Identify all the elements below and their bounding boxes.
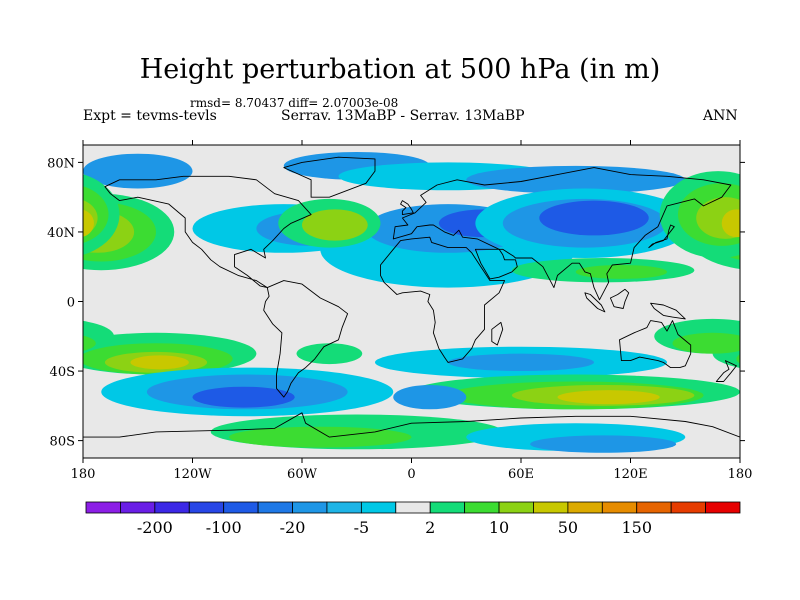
coastline-antarctica bbox=[83, 412, 740, 458]
field-band bbox=[393, 384, 467, 410]
field-band bbox=[539, 200, 649, 236]
field-band bbox=[0, 423, 28, 451]
colorbar-swatch bbox=[636, 501, 672, 514]
field-band bbox=[0, 258, 37, 282]
field-band bbox=[736, 354, 740, 364]
colorbar-swatch bbox=[85, 501, 121, 514]
field-band bbox=[229, 426, 412, 448]
colorbar-label: 2 bbox=[425, 518, 435, 537]
field-band bbox=[0, 199, 10, 248]
field-band bbox=[0, 381, 47, 409]
colorbar-label: 10 bbox=[489, 518, 509, 537]
field-band bbox=[740, 154, 800, 189]
stats-label: rmsd= 8.70437 diff= 2.07003e-08 bbox=[190, 96, 399, 110]
field-band bbox=[130, 355, 189, 370]
field-band bbox=[575, 264, 667, 279]
lon-tick-label: 0 bbox=[407, 467, 415, 482]
field-band bbox=[0, 435, 19, 452]
coastline-australia bbox=[619, 320, 692, 369]
lon-tick-label: 180 bbox=[71, 467, 96, 482]
colorbar-swatch bbox=[567, 501, 603, 514]
coastline-arabia bbox=[474, 248, 518, 280]
field-band bbox=[83, 320, 115, 352]
colorbar-swatch bbox=[223, 501, 259, 514]
field-band bbox=[787, 355, 800, 369]
field-band bbox=[466, 165, 686, 194]
coastlines bbox=[83, 156, 740, 458]
field-band bbox=[83, 209, 94, 237]
colorbar-swatch bbox=[601, 501, 638, 514]
colorbar-swatch bbox=[498, 501, 534, 514]
coastline-south-america bbox=[263, 280, 349, 398]
colorbar-swatch bbox=[705, 501, 741, 514]
coastline-new-guinea bbox=[650, 302, 686, 320]
height-field bbox=[0, 145, 800, 458]
coastline-britain bbox=[400, 200, 414, 216]
colorbar-swatch bbox=[360, 501, 397, 514]
colorbar-swatch bbox=[188, 501, 225, 514]
field-band bbox=[296, 343, 363, 365]
field-band bbox=[0, 166, 28, 194]
lon-tick-label: 180 bbox=[728, 467, 753, 482]
coastline-madagascar bbox=[491, 321, 504, 346]
colorbar-label: -200 bbox=[137, 518, 173, 537]
field-band bbox=[302, 209, 368, 241]
lon-tick-label: 120E bbox=[613, 467, 647, 482]
lon-tick-label: 60W bbox=[287, 467, 318, 482]
field-band bbox=[0, 265, 10, 279]
field-band bbox=[0, 347, 10, 378]
field-band bbox=[0, 188, 37, 258]
experiment-label: Expt = tevms-tevls bbox=[83, 108, 217, 124]
season-label: ANN bbox=[703, 108, 738, 124]
period-label: Serrav. 13MaBP - Serrav. 13MaBP bbox=[281, 108, 525, 124]
field-band bbox=[557, 390, 660, 405]
colorbar-swatch bbox=[395, 501, 431, 514]
field-band bbox=[83, 335, 96, 351]
colorbar-swatch bbox=[154, 501, 190, 514]
coastline-africa bbox=[380, 236, 506, 363]
map-axes: 180 120W 60W 0 60E 120E 180 80N 40N 0 40S 80S bbox=[47, 140, 752, 482]
field-band bbox=[758, 368, 800, 417]
colorbar-swatch bbox=[429, 501, 466, 514]
coastline-borneo bbox=[609, 288, 630, 309]
lon-tick-label: 120W bbox=[173, 467, 212, 482]
colorbar-label: -100 bbox=[206, 518, 242, 537]
coastline-north-america bbox=[104, 175, 312, 289]
field-band bbox=[721, 209, 740, 238]
colorbar-swatch bbox=[464, 501, 500, 514]
colorbar: -200 -100 -20 -5 2 10 50 150 bbox=[85, 501, 741, 537]
field-band bbox=[0, 390, 3, 404]
lon-tick-label: 60E bbox=[508, 467, 534, 482]
field-band bbox=[448, 353, 594, 372]
coastline-new-zealand bbox=[715, 360, 737, 382]
field-band bbox=[762, 352, 800, 373]
lat-tick-label: 80N bbox=[47, 156, 75, 171]
colorbar-label: -20 bbox=[280, 518, 306, 537]
field-band bbox=[530, 435, 677, 453]
field-band bbox=[192, 386, 295, 408]
coastline-japan bbox=[648, 224, 675, 249]
coastline-sumatra bbox=[584, 292, 606, 313]
colorbar-swatch bbox=[120, 501, 156, 514]
lat-tick-label: 40N bbox=[47, 226, 75, 241]
colorbar-label: 150 bbox=[621, 518, 652, 537]
colorbar-label: -5 bbox=[354, 518, 370, 537]
colorbar-swatch bbox=[533, 501, 569, 514]
colorbar-swatch bbox=[257, 501, 293, 514]
colorbar-swatch bbox=[670, 501, 706, 514]
lat-tick-label: 40S bbox=[50, 365, 75, 380]
coastline-eurasia bbox=[392, 167, 732, 301]
colorbar-swatch bbox=[292, 501, 328, 514]
coastline-greenland bbox=[283, 156, 376, 198]
colorbar-swatch bbox=[326, 501, 362, 514]
lat-tick-label: 0 bbox=[67, 296, 75, 311]
field-band bbox=[83, 153, 193, 189]
plot-title: Height perturbation at 500 hPa (in m) bbox=[139, 54, 661, 85]
field-band bbox=[0, 385, 37, 406]
field-band bbox=[672, 332, 740, 354]
colorbar-label: 50 bbox=[558, 518, 578, 537]
lat-tick-label: 80S bbox=[50, 435, 75, 450]
